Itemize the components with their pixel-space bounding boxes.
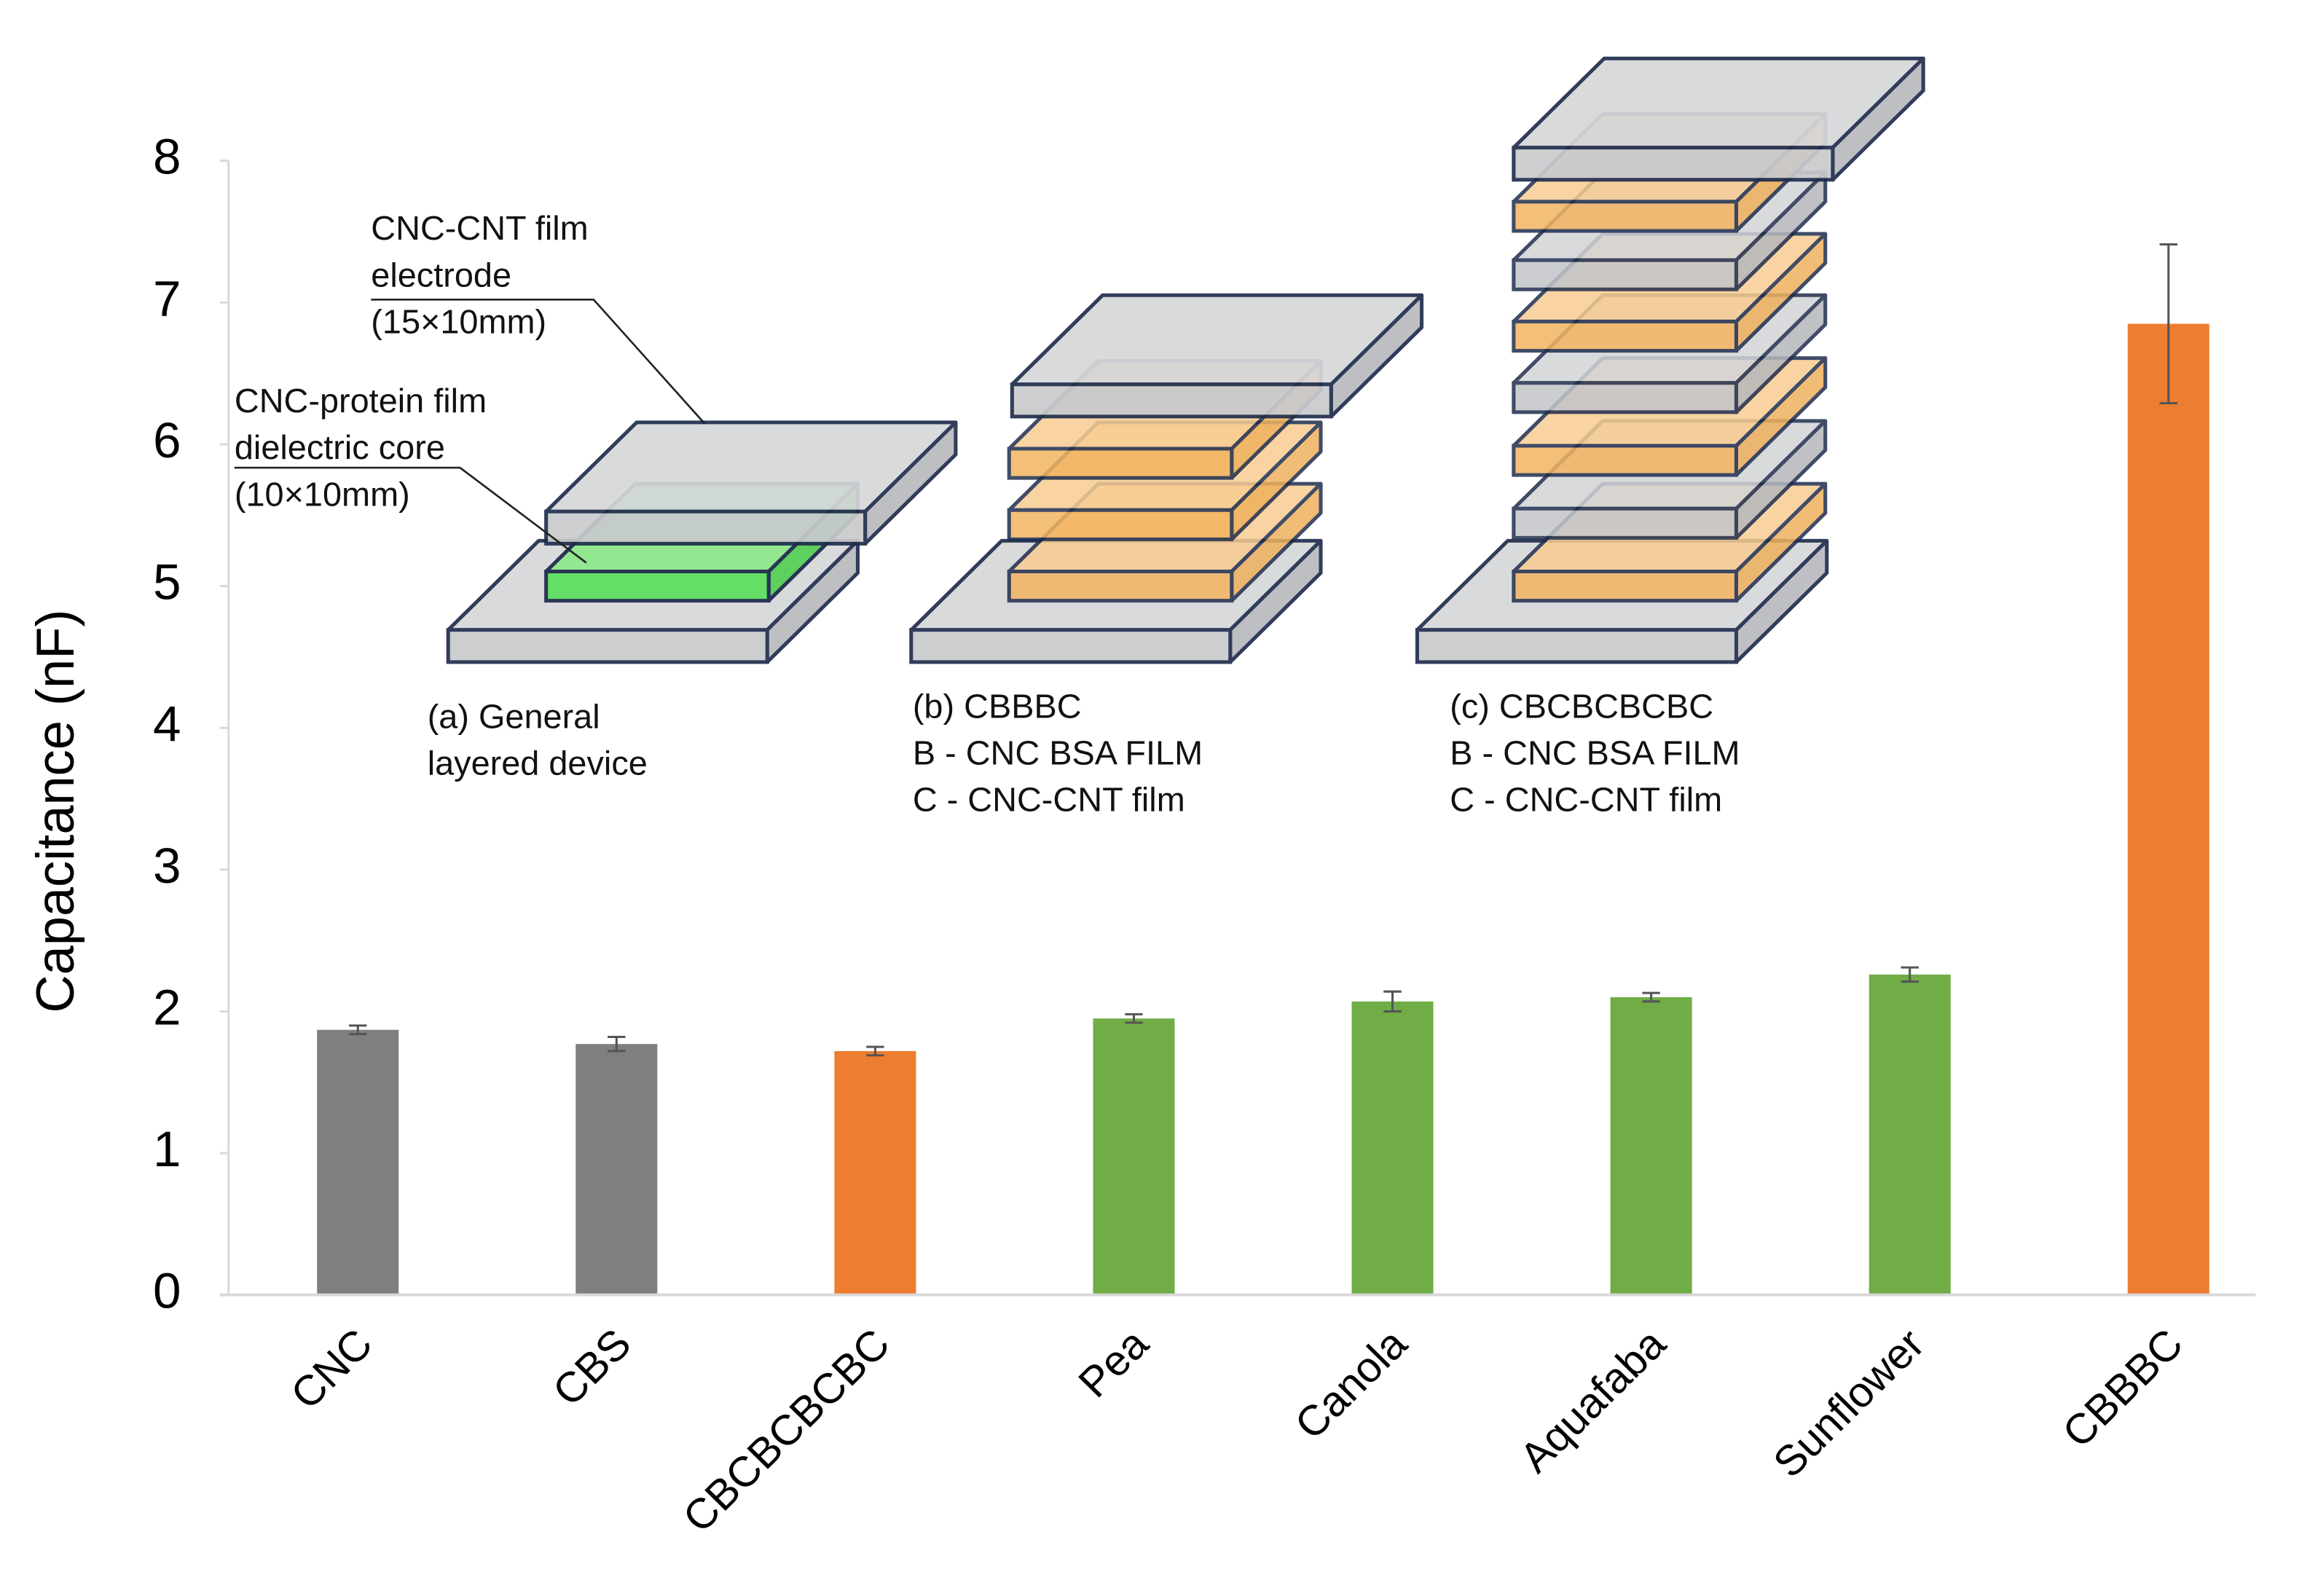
- bar: [834, 1050, 916, 1295]
- layer-front: [1512, 506, 1738, 540]
- annotation-text: C - CNC-CNT film: [913, 781, 1185, 819]
- bar: [1610, 996, 1692, 1295]
- layer-front: [544, 569, 771, 603]
- annotation-text: (b) CBBBC: [913, 688, 1082, 726]
- error-bar: [608, 1035, 626, 1053]
- layer-front: [544, 509, 868, 546]
- error-bar: [1642, 991, 1660, 1003]
- annotation-text: B - CNC BSA FILM: [1450, 734, 1740, 772]
- film-layer: [1010, 293, 1424, 419]
- annotation-text: (c) CBCBCBCBC: [1450, 688, 1713, 726]
- film-layer: [544, 420, 958, 546]
- x-tick-label: CBS: [544, 1320, 640, 1415]
- x-tick-label: Pea: [1069, 1320, 1158, 1407]
- y-axis-title: Capacitance (nF): [25, 610, 85, 1013]
- layer-front: [1512, 444, 1738, 477]
- layer-front: [1512, 146, 1835, 182]
- y-tick-label: 7: [153, 271, 181, 326]
- film-layer: [1512, 56, 1925, 182]
- y-tick-label: 2: [153, 980, 181, 1035]
- annotation-text: C - CNC-CNT film: [1450, 781, 1722, 819]
- annotation-text: (a) General: [428, 698, 600, 736]
- layer-front: [1512, 200, 1738, 233]
- inset-diagram: CNC-CNT film electrode (15×10mm) CNC-protei…: [234, 56, 1925, 819]
- layer-front: [1512, 319, 1738, 353]
- error-bar: [349, 1024, 367, 1036]
- annotation-text: B - CNC BSA FILM: [913, 734, 1203, 772]
- annotation-text: dielectric core: [235, 428, 445, 466]
- y-tick-label: 4: [153, 696, 181, 752]
- bar: [575, 1044, 658, 1295]
- layer-front: [1512, 569, 1738, 603]
- layer-front: [1010, 382, 1333, 419]
- error-bar: [1383, 990, 1402, 1013]
- layer-front: [909, 628, 1233, 664]
- x-tick-label: CBCBCBCBC: [674, 1320, 899, 1541]
- y-tick-label: 8: [153, 129, 181, 184]
- layer-front: [1512, 381, 1738, 414]
- y-tick-label: 5: [153, 554, 181, 610]
- error-bar: [1901, 966, 1919, 983]
- callout-line: [234, 466, 587, 564]
- layer-front: [1007, 508, 1234, 541]
- callout-line: [371, 299, 706, 425]
- error-bar: [866, 1045, 884, 1057]
- x-tick-label: Aquafaba: [1511, 1320, 1675, 1482]
- error-bar: [1125, 1013, 1143, 1024]
- y-tick-label: 6: [153, 412, 181, 468]
- x-tick-label: CNC: [282, 1320, 382, 1418]
- bar: [2127, 323, 2209, 1295]
- y-tick-label: 3: [153, 838, 181, 893]
- y-tick-label: 0: [153, 1263, 181, 1318]
- bar: [1093, 1018, 1175, 1295]
- layer-front: [1512, 258, 1738, 291]
- layer-front: [1007, 569, 1234, 603]
- annotation-text: (15×10mm): [371, 303, 546, 341]
- annotation-text: (10×10mm): [235, 476, 410, 514]
- error-bar: [2159, 243, 2177, 405]
- x-tick-label: Sunflower: [1764, 1320, 1933, 1487]
- annotation-text: CNC-CNT film: [371, 210, 588, 248]
- y-tick-label: 1: [153, 1122, 181, 1177]
- bar: [1351, 1001, 1434, 1295]
- layer-front: [1415, 628, 1738, 664]
- annotation-text: layered device: [428, 744, 648, 782]
- bar: [1869, 974, 1951, 1295]
- x-tick-label: CBBBC: [2054, 1320, 2192, 1456]
- layer-front: [446, 628, 769, 664]
- layer-front: [1007, 447, 1234, 480]
- x-tick-label: Canola: [1286, 1320, 1416, 1448]
- bar: [317, 1029, 399, 1295]
- annotation-text: CNC-protein film: [235, 382, 487, 420]
- annotation-text: electrode: [371, 256, 511, 294]
